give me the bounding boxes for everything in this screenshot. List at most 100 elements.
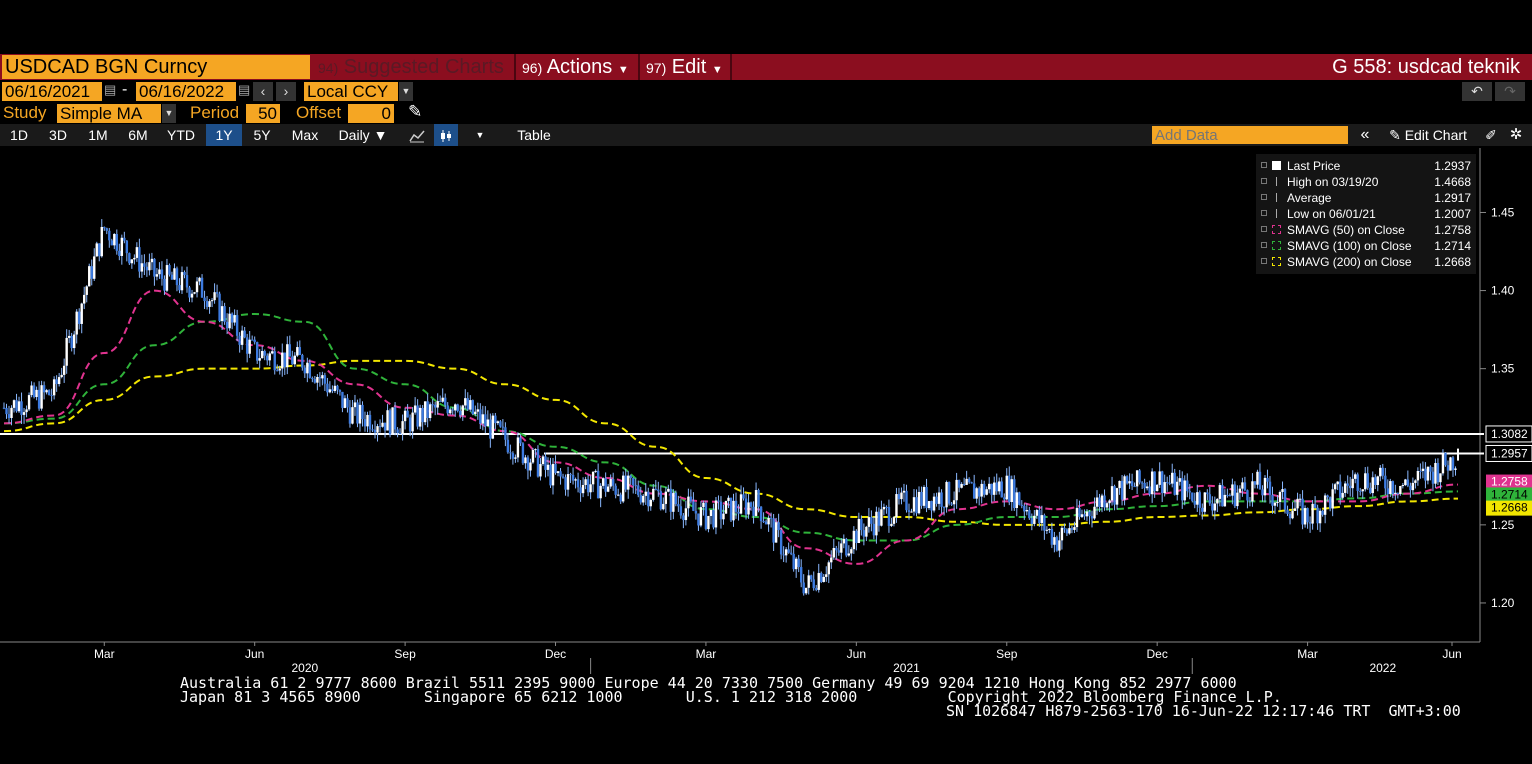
edit-chart-button[interactable]: ✎ Edit Chart bbox=[1380, 124, 1476, 146]
ma-value-badge bbox=[1486, 500, 1532, 516]
legend-row[interactable]: SMAVG (50) on Close 1.2758 bbox=[1256, 222, 1476, 238]
candle-body bbox=[1070, 528, 1074, 530]
candle-body bbox=[679, 506, 683, 516]
candle-body bbox=[1233, 484, 1237, 507]
period-input[interactable]: 50 bbox=[246, 104, 280, 123]
collapse-icon[interactable]: « bbox=[1360, 126, 1370, 143]
candle-body bbox=[484, 414, 487, 427]
candle-body bbox=[75, 311, 78, 335]
suggested-charts-menu[interactable]: 94) Suggested Charts bbox=[318, 54, 504, 80]
add-data-input[interactable] bbox=[1152, 126, 1348, 144]
legend-row[interactable]: SMAVG (200) on Close 1.2668 bbox=[1256, 254, 1476, 270]
table-button[interactable]: Table bbox=[517, 127, 551, 143]
candle-body bbox=[1158, 471, 1161, 485]
legend-toggle-icon[interactable] bbox=[1261, 162, 1267, 168]
candle-body bbox=[1023, 505, 1026, 512]
edit-menu[interactable]: 97) Edit ▼ bbox=[646, 54, 723, 80]
legend-row[interactable]: High on 03/19/20 1.4668 bbox=[1256, 174, 1476, 190]
frequency-select[interactable]: Daily ▼ bbox=[338, 127, 388, 143]
period-ytd-button[interactable]: YTD bbox=[167, 127, 195, 143]
candle-body bbox=[401, 421, 404, 435]
chevron-down-icon[interactable]: ▼ bbox=[475, 130, 485, 140]
candle-body bbox=[955, 479, 958, 501]
candle-body bbox=[393, 407, 397, 430]
actions-menu[interactable]: 96) Actions ▼ bbox=[522, 54, 629, 80]
candle-body bbox=[250, 339, 254, 341]
redo-icon[interactable]: ↷ bbox=[1495, 82, 1525, 101]
period-1m-button[interactable]: 1M bbox=[88, 127, 108, 143]
candle-body bbox=[516, 437, 520, 458]
candle-body bbox=[469, 400, 472, 410]
candle-body bbox=[1090, 516, 1094, 519]
candle-body bbox=[363, 419, 367, 427]
candle-body bbox=[1068, 528, 1071, 534]
legend-toggle-icon[interactable] bbox=[1261, 178, 1267, 184]
candle-body bbox=[428, 404, 432, 419]
candle-body bbox=[78, 311, 81, 324]
period-3d-button[interactable]: 3D bbox=[49, 127, 67, 143]
footer-session-line: SN 1026847 H879-2563-170 16-Jun-22 12:17… bbox=[946, 702, 1461, 720]
y-tick-label: 1.45 bbox=[1491, 205, 1515, 219]
chevron-down-icon[interactable]: ▼ bbox=[399, 82, 413, 101]
price-chart[interactable]: 1.45 1.40 1.35 1.25 1.20 Mar Jun Sep Dec Mar Jun Se… bbox=[0, 146, 1532, 674]
candle-body bbox=[1298, 498, 1302, 500]
candle-body bbox=[1083, 514, 1086, 517]
line-chart-icon[interactable] bbox=[404, 124, 430, 146]
y-tick-label: 1.20 bbox=[1491, 596, 1515, 610]
candle-body bbox=[10, 407, 13, 419]
currency-select[interactable]: Local CCY bbox=[304, 82, 398, 101]
candle-body bbox=[940, 492, 943, 507]
legend-row[interactable]: SMAVG (100) on Close 1.2714 bbox=[1256, 238, 1476, 254]
undo-icon[interactable]: ↶ bbox=[1462, 82, 1492, 101]
candle-body bbox=[168, 265, 171, 275]
candle-body bbox=[794, 558, 798, 570]
offset-input[interactable]: 0 bbox=[348, 104, 394, 123]
gear-icon[interactable]: ✲ bbox=[1509, 126, 1523, 143]
candle-body bbox=[1198, 492, 1201, 508]
period-6m-button[interactable]: 6M bbox=[128, 127, 148, 143]
annotate-icon[interactable]: ✐ bbox=[1485, 127, 1497, 143]
legend-series-name: High on 03/19/20 bbox=[1287, 175, 1379, 189]
candle-body bbox=[1223, 494, 1227, 507]
ticker-field[interactable]: USDCAD BGN Curncy bbox=[2, 55, 310, 79]
candle-body bbox=[1318, 510, 1322, 524]
candle-body bbox=[449, 409, 452, 414]
legend-toggle-icon[interactable] bbox=[1261, 226, 1267, 232]
calendar-icon[interactable]: ▤ bbox=[238, 82, 251, 97]
start-date-field[interactable]: 06/16/2021 bbox=[2, 82, 102, 101]
period-5y-button[interactable]: 5Y bbox=[253, 127, 271, 143]
next-period-button[interactable]: › bbox=[276, 82, 296, 101]
period-1y-button[interactable]: 1Y bbox=[206, 124, 242, 146]
candle-body bbox=[810, 575, 813, 580]
legend-toggle-icon[interactable] bbox=[1261, 210, 1267, 216]
end-date-field[interactable]: 06/16/2022 bbox=[136, 82, 236, 101]
period-max-button[interactable]: Max bbox=[291, 127, 319, 143]
legend-toggle-icon[interactable] bbox=[1261, 242, 1267, 248]
candle-body bbox=[7, 414, 11, 419]
candle-body bbox=[1055, 537, 1059, 551]
candle-body bbox=[692, 501, 695, 511]
legend-toggle-icon[interactable] bbox=[1261, 194, 1267, 200]
pencil-icon[interactable]: ✎ bbox=[408, 102, 423, 121]
study-select[interactable]: Simple MA bbox=[57, 104, 161, 123]
chevron-down-icon[interactable]: ▼ bbox=[162, 104, 176, 123]
calendar-icon[interactable]: ▤ bbox=[104, 82, 117, 97]
candle-body bbox=[606, 486, 610, 492]
candle-body bbox=[446, 405, 449, 414]
candlestick-icon[interactable] bbox=[434, 124, 458, 146]
candle-body bbox=[877, 511, 881, 526]
candle-body bbox=[890, 523, 893, 526]
prev-period-button[interactable]: ‹ bbox=[253, 82, 273, 101]
legend-toggle-icon[interactable] bbox=[1261, 258, 1267, 264]
candle-body bbox=[647, 491, 650, 507]
candle-body bbox=[501, 426, 505, 428]
candle-body bbox=[461, 405, 464, 416]
candle-body bbox=[1201, 507, 1204, 512]
y-tick-label: 1.25 bbox=[1491, 518, 1515, 532]
legend-marker-icon bbox=[1272, 257, 1281, 266]
candle-body bbox=[1306, 508, 1309, 523]
legend-row[interactable]: Low on 06/01/21 1.2007 bbox=[1256, 206, 1476, 222]
period-1d-button[interactable]: 1D bbox=[10, 127, 28, 143]
legend-row[interactable]: Average 1.2917 bbox=[1256, 190, 1476, 206]
legend-row[interactable]: Last Price 1.2937 bbox=[1256, 158, 1476, 174]
